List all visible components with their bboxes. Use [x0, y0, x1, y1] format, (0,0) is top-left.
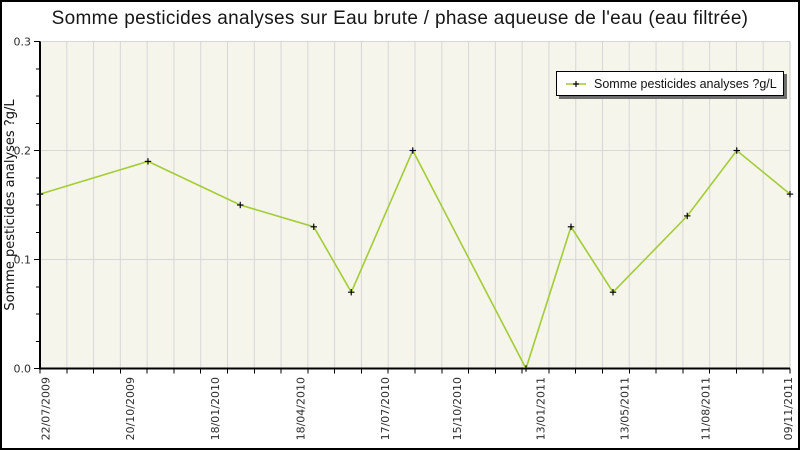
legend-label: Somme pesticides analyses ?g/L	[594, 76, 777, 91]
x-tick-label: 20/10/2009	[124, 377, 137, 440]
x-tick-label: 17/07/2010	[379, 377, 392, 440]
y-tick-label: 0.1	[14, 253, 32, 266]
x-tick-label: 15/10/2010	[451, 377, 464, 440]
series-line	[39, 148, 791, 371]
x-tick-label: 13/01/2011	[534, 377, 547, 440]
x-tick-label: 22/07/2009	[39, 377, 52, 440]
x-tick-label: 09/11/2011	[782, 377, 795, 440]
x-tick-label: 18/04/2010	[294, 377, 307, 440]
x-tick-label: 13/05/2011	[618, 377, 631, 440]
x-tick-label: 11/08/2011	[699, 377, 712, 440]
y-tick-label: 0.3	[14, 35, 32, 48]
legend-line-marker-icon	[566, 80, 586, 87]
legend-box: Somme pesticides analyses ?g/L	[556, 71, 784, 96]
y-axis-title: Somme pesticides analyses ?g/L	[3, 99, 18, 311]
x-tick-label: 18/01/2010	[209, 377, 222, 440]
y-tick-label: 0.2	[14, 144, 32, 157]
chart-title: Somme pesticides analyses sur Eau brute …	[51, 8, 749, 29]
y-tick-label: 0.0	[14, 362, 32, 375]
